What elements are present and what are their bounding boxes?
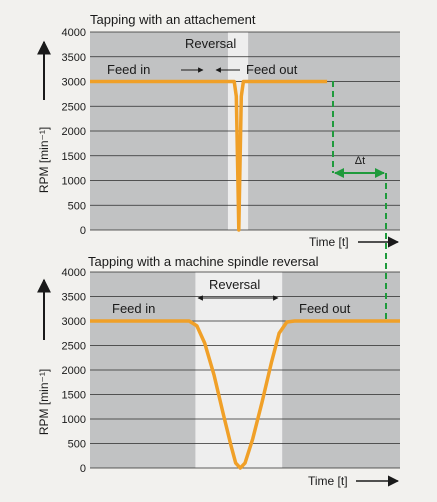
chart-bottom: 0 500 1000 1500 2000 2500 3000 3500 4000 Tapping…: [37, 254, 400, 488]
chart-top-y-tick-label: 0: [80, 225, 86, 237]
chart-bottom-y-tick-label: 1500: [62, 390, 86, 402]
chart-top-reversal-label: Reversal: [185, 36, 236, 51]
chart-top-y-tick-label: 1500: [62, 151, 86, 163]
chart-bottom-y-tick-label: 3500: [62, 292, 86, 304]
chart-top-feed-out-label: Feed out: [246, 62, 298, 77]
chart-top-x-axis-label: Time [t]: [309, 235, 349, 249]
chart-top-feed-in-label: Feed in: [107, 62, 150, 77]
chart-top-y-tick-label: 2000: [62, 126, 86, 138]
chart-bottom-y-tick-label: 2000: [62, 365, 86, 377]
chart-bottom-y-tick-label: 0: [80, 463, 86, 475]
chart-bottom-feed-in-label: Feed in: [112, 301, 155, 316]
chart-top-rpm-curve: [90, 79, 328, 232]
chart-top-y-tick-labels: 0 500 1000 1500 2000 2500 3000 3500 4000: [62, 27, 86, 237]
chart-top-y-tick-label: 2500: [62, 101, 86, 113]
chart-top-y-tick-label: 3500: [62, 52, 86, 64]
chart-bottom-y-tick-label: 2500: [62, 341, 86, 353]
chart-top-y-tick-label: 3000: [62, 77, 86, 89]
chart-top-y-tick-label: 4000: [62, 27, 86, 39]
chart-bottom-title: Tapping with a machine spindle reversal: [88, 254, 319, 269]
chart-bottom-reversal-label: Reversal: [209, 277, 260, 292]
chart-bottom-y-tick-label: 4000: [62, 267, 86, 279]
delta-t-label: Δt: [355, 155, 365, 167]
chart-bottom-y-tick-label: 500: [68, 439, 86, 451]
chart-bottom-x-axis-label: Time [t]: [308, 474, 348, 488]
chart-bottom-rpm-curve: [90, 319, 400, 470]
delta-t-connector: Δt: [332, 81, 387, 321]
chart-bottom-y-tick-labels: 0 500 1000 1500 2000 2500 3000 3500 4000: [62, 267, 86, 475]
chart-bottom-y-tick-label: 3000: [62, 316, 86, 328]
chart-top: 0 500 1000 1500 2000 2500 3000 3500 4000 Tapping…: [37, 12, 400, 249]
chart-top-title: Tapping with an attachement: [90, 12, 256, 27]
chart-top-y-tick-label: 500: [68, 200, 86, 212]
chart-top-y-axis-label: RPM [min⁻¹]: [37, 127, 51, 193]
chart-top-y-tick-label: 1000: [62, 176, 86, 188]
chart-bottom-feed-out-label: Feed out: [299, 301, 351, 316]
chart-bottom-y-axis-label: RPM [min⁻¹]: [37, 369, 51, 435]
chart-bottom-y-tick-label: 1000: [62, 414, 86, 426]
chart-bottom-gridlines: [90, 271, 400, 469]
